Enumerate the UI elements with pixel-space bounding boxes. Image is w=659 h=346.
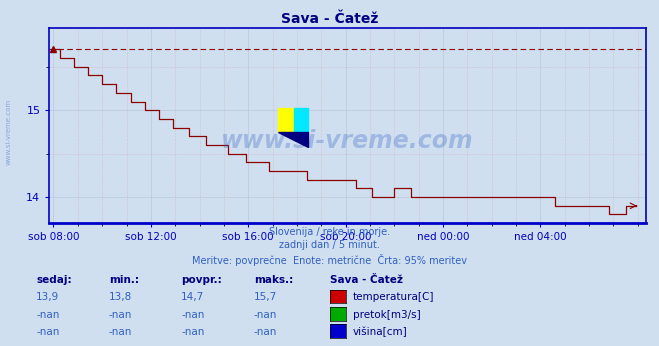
Text: 13,8: 13,8 xyxy=(109,292,132,302)
Text: -nan: -nan xyxy=(181,327,204,337)
Text: pretok[m3/s]: pretok[m3/s] xyxy=(353,310,420,320)
Text: Sava - Čatež: Sava - Čatež xyxy=(330,275,403,285)
Text: -nan: -nan xyxy=(254,310,277,320)
Text: Meritve: povprečne  Enote: metrične  Črta: 95% meritev: Meritve: povprečne Enote: metrične Črta:… xyxy=(192,254,467,266)
Text: -nan: -nan xyxy=(36,327,59,337)
Text: www.si-vreme.com: www.si-vreme.com xyxy=(5,98,11,165)
Text: 15,7: 15,7 xyxy=(254,292,277,302)
Bar xyxy=(277,108,295,132)
Text: 13,9: 13,9 xyxy=(36,292,59,302)
Text: -nan: -nan xyxy=(109,310,132,320)
Text: sedaj:: sedaj: xyxy=(36,275,72,285)
Text: Sava - Čatež: Sava - Čatež xyxy=(281,12,378,26)
Text: -nan: -nan xyxy=(181,310,204,320)
Text: zadnji dan / 5 minut.: zadnji dan / 5 minut. xyxy=(279,240,380,251)
Text: višina[cm]: višina[cm] xyxy=(353,327,407,337)
Text: -nan: -nan xyxy=(109,327,132,337)
Text: www.si-vreme.com: www.si-vreme.com xyxy=(221,129,474,153)
Polygon shape xyxy=(277,132,308,147)
Text: -nan: -nan xyxy=(36,310,59,320)
Text: min.:: min.: xyxy=(109,275,139,285)
Text: maks.:: maks.: xyxy=(254,275,293,285)
Text: 14,7: 14,7 xyxy=(181,292,204,302)
Text: temperatura[C]: temperatura[C] xyxy=(353,292,434,302)
Text: -nan: -nan xyxy=(254,327,277,337)
Text: Slovenija / reke in morje.: Slovenija / reke in morje. xyxy=(269,227,390,237)
Bar xyxy=(295,108,308,132)
Text: povpr.:: povpr.: xyxy=(181,275,222,285)
